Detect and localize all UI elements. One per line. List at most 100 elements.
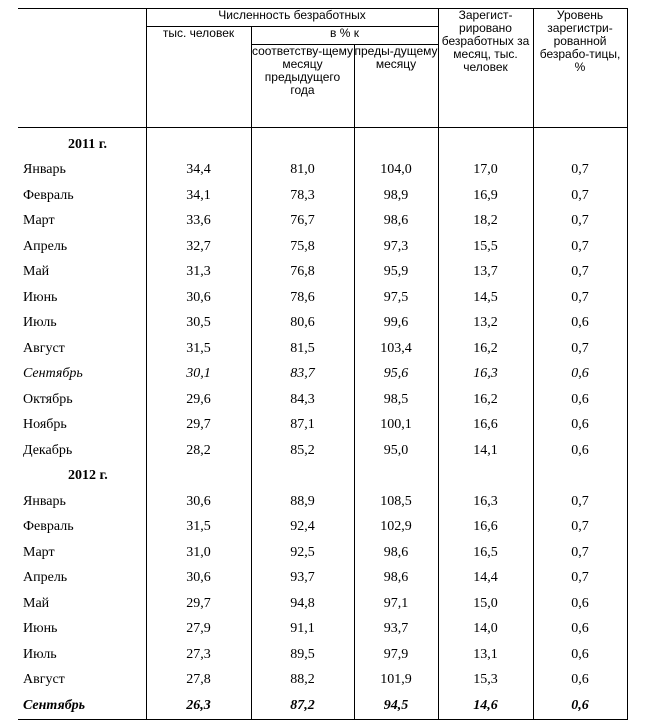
level-cell: 0,6 — [532, 361, 628, 387]
pct-prev-year-cell: 75,8 — [250, 234, 355, 260]
thousand-cell: 34,4 — [145, 157, 252, 183]
pct-prev-year-cell: 87,1 — [250, 412, 355, 438]
pct-prev-month-cell: 103,4 — [353, 336, 439, 362]
table-row: Март 33,6 76,7 98,6 18,2 0,7 — [18, 208, 628, 234]
header-level: Уровень зарегистри-рованной безрабо-тицы… — [532, 8, 628, 128]
level-cell: 0,7 — [532, 514, 628, 540]
level-cell: 0,7 — [532, 336, 628, 362]
pct-prev-year-cell: 81,0 — [250, 157, 355, 183]
month-cell: Май — [18, 591, 147, 617]
pct-prev-month-cell: 93,7 — [353, 616, 439, 642]
month-cell: Август — [18, 667, 147, 693]
pct-prev-month-cell: 102,9 — [353, 514, 439, 540]
thousand-cell: 29,7 — [145, 591, 252, 617]
level-cell: 0,7 — [532, 234, 628, 260]
level-cell: 0,6 — [532, 438, 628, 464]
pct-prev-year-cell: 81,5 — [250, 336, 355, 362]
pct-prev-month-cell: 97,9 — [353, 642, 439, 668]
pct-prev-month-cell: 98,6 — [353, 565, 439, 591]
level-cell: 0,7 — [532, 157, 628, 183]
pct-prev-year-cell: 76,7 — [250, 208, 355, 234]
table-row: Август 31,5 81,5 103,4 16,2 0,7 — [18, 336, 628, 362]
month-cell: Ноябрь — [18, 412, 147, 438]
table-row: Декабрь 28,2 85,2 95,0 14,1 0,6 — [18, 438, 628, 464]
month-cell: Март — [18, 540, 147, 566]
month-cell: Февраль — [18, 183, 147, 209]
thousand-cell: 33,6 — [145, 208, 252, 234]
thousand-cell: 29,7 — [145, 412, 252, 438]
table-row: Июль 30,5 80,6 99,6 13,2 0,6 — [18, 310, 628, 336]
level-cell: 0,6 — [532, 616, 628, 642]
header-pct-group: в % к — [250, 26, 439, 45]
pct-prev-month-cell: 98,6 — [353, 540, 439, 566]
header-pct-prev-month: преды-дущему месяцу — [353, 44, 439, 128]
level-cell: 0,7 — [532, 183, 628, 209]
pct-prev-month-cell: 104,0 — [353, 157, 439, 183]
table-row: Июнь 30,6 78,6 97,5 14,5 0,7 — [18, 285, 628, 311]
level-cell: 0,6 — [532, 693, 628, 720]
pct-prev-month-cell: 97,3 — [353, 234, 439, 260]
registered-cell: 16,6 — [437, 514, 534, 540]
thousand-cell: 28,2 — [145, 438, 252, 464]
level-cell: 0,6 — [532, 412, 628, 438]
thousand-cell: 27,9 — [145, 616, 252, 642]
pct-prev-month-cell: 95,9 — [353, 259, 439, 285]
month-cell: Апрель — [18, 234, 147, 260]
table-row: Март 31,0 92,5 98,6 16,5 0,7 — [18, 540, 628, 566]
table-row: Июль 27,3 89,5 97,9 13,1 0,6 — [18, 642, 628, 668]
pct-prev-year-cell: 92,5 — [250, 540, 355, 566]
registered-cell: 13,7 — [437, 259, 534, 285]
thousand-cell: 32,7 — [145, 234, 252, 260]
pct-prev-year-cell: 85,2 — [250, 438, 355, 464]
table-header: Численность безработных Зарегист-рирован… — [18, 8, 628, 128]
table-body: 2011 г. Январь 34,4 81,0 104,0 17,0 0,7 Феврал… — [18, 127, 628, 720]
month-cell: Март — [18, 208, 147, 234]
year-2011-label: 2011 г. — [18, 132, 147, 158]
level-cell: 0,7 — [532, 489, 628, 515]
level-cell: 0,6 — [532, 310, 628, 336]
header-registered: Зарегист-рировано безработных за месяц, … — [437, 8, 534, 128]
level-cell: 0,7 — [532, 285, 628, 311]
registered-cell: 14,6 — [437, 693, 534, 720]
thousand-cell: 26,3 — [145, 693, 252, 720]
registered-cell: 16,2 — [437, 387, 534, 413]
month-cell: Январь — [18, 489, 147, 515]
month-cell: Апрель — [18, 565, 147, 591]
pct-prev-month-cell: 100,1 — [353, 412, 439, 438]
registered-cell: 16,5 — [437, 540, 534, 566]
registered-cell: 16,3 — [437, 489, 534, 515]
month-cell: Сентябрь — [18, 693, 147, 720]
pct-prev-year-cell: 76,8 — [250, 259, 355, 285]
header-unemployed-group: Численность безработных — [145, 8, 439, 27]
month-cell: Июнь — [18, 616, 147, 642]
thousand-cell: 27,8 — [145, 667, 252, 693]
month-cell: Декабрь — [18, 438, 147, 464]
registered-cell: 15,3 — [437, 667, 534, 693]
pct-prev-month-cell: 97,5 — [353, 285, 439, 311]
pct-prev-year-cell: 87,2 — [250, 693, 355, 720]
thousand-cell: 30,6 — [145, 565, 252, 591]
pct-prev-month-cell: 95,0 — [353, 438, 439, 464]
thousand-cell: 30,5 — [145, 310, 252, 336]
thousand-cell: 31,0 — [145, 540, 252, 566]
level-cell: 0,7 — [532, 259, 628, 285]
pct-prev-year-cell: 89,5 — [250, 642, 355, 668]
month-cell: Июль — [18, 310, 147, 336]
table-row: Ноябрь 29,7 87,1 100,1 16,6 0,6 — [18, 412, 628, 438]
pct-prev-year-cell: 88,2 — [250, 667, 355, 693]
thousand-cell: 27,3 — [145, 642, 252, 668]
pct-prev-year-cell: 83,7 — [250, 361, 355, 387]
thousand-cell: 29,6 — [145, 387, 252, 413]
table-row: Сентябрь 30,1 83,7 95,6 16,3 0,6 — [18, 361, 628, 387]
registered-cell: 14,0 — [437, 616, 534, 642]
table-row: Июнь 27,9 91,1 93,7 14,0 0,6 — [18, 616, 628, 642]
table-row: Октябрь 29,6 84,3 98,5 16,2 0,6 — [18, 387, 628, 413]
registered-cell: 14,4 — [437, 565, 534, 591]
pct-prev-year-cell: 78,3 — [250, 183, 355, 209]
pct-prev-month-cell: 99,6 — [353, 310, 439, 336]
level-cell: 0,6 — [532, 642, 628, 668]
thousand-cell: 30,6 — [145, 285, 252, 311]
table-row: Август 27,8 88,2 101,9 15,3 0,6 — [18, 667, 628, 693]
month-cell: Январь — [18, 157, 147, 183]
pct-prev-year-cell: 80,6 — [250, 310, 355, 336]
